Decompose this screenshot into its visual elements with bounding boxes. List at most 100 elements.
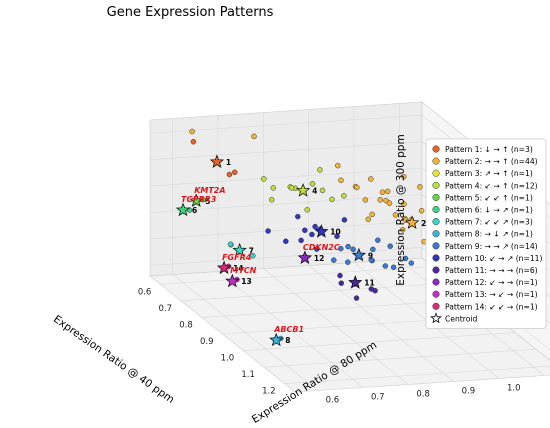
- x-gridline: [263, 348, 536, 368]
- data-point: [401, 201, 407, 207]
- data-point: [314, 246, 320, 252]
- data-point: [417, 184, 423, 190]
- z-axis-label: Expression Ratio @ 300 ppm: [395, 134, 407, 285]
- data-point: [341, 193, 347, 199]
- z-gridline: [149, 167, 423, 187]
- data-point: [418, 207, 425, 214]
- data-point: [345, 243, 351, 250]
- data-point: [370, 246, 376, 253]
- z-gridline: [149, 141, 423, 160]
- centroid-star: [297, 250, 313, 265]
- legend-entry: Pattern 9: → → ↗ (n=14): [445, 242, 538, 251]
- axis-ticks: 0.60.70.80.91.01.11.20.60.70.80.91.01.11…: [138, 287, 521, 406]
- legend-entry: Pattern 12: ↙ → → (n=1): [445, 278, 538, 287]
- legend-swatch: [432, 205, 440, 214]
- data-point: [288, 185, 295, 191]
- x-gridline: [160, 265, 433, 285]
- gene-annotation: MYCN: [230, 266, 256, 275]
- centroid-star: [404, 215, 420, 229]
- x-gridline: [284, 365, 550, 385]
- centroid-id-label: 14: [233, 264, 243, 273]
- data-point: [353, 295, 360, 301]
- data-point: [335, 162, 341, 169]
- legend-swatch: [432, 193, 440, 201]
- centroid-star: [209, 154, 225, 169]
- chart-title: Gene Expression Patterns: [107, 5, 274, 20]
- data-point: [382, 263, 389, 269]
- centroid-id-label: 6: [192, 206, 197, 215]
- data-point: [386, 200, 393, 206]
- x-tick-label: 0.9: [200, 337, 214, 347]
- data-point: [362, 197, 369, 203]
- legend-entry: Pattern 8: → ↓ ↗ (n=1): [445, 230, 533, 239]
- data-point: [261, 176, 267, 182]
- legend-swatch: [432, 218, 440, 226]
- centroid-id-label: 10: [330, 228, 340, 237]
- y-tick-label: 0.9: [462, 387, 476, 397]
- legend-entry: Pattern 6: ↓ → ↗ (n=1): [445, 206, 533, 215]
- data-point: [408, 260, 415, 266]
- gene-annotation: CDKN2C: [303, 243, 340, 252]
- legend: Pattern 1: ↓ → ↑ (n=3) Pattern 2: → → ↑ (…: [425, 138, 547, 329]
- y-gridline: [217, 271, 364, 388]
- data-point: [309, 231, 315, 238]
- centroid-markers: 1234567891011121314: [175, 154, 501, 347]
- data-point: [350, 246, 356, 253]
- data-point: [338, 280, 345, 286]
- centroid-id-label: 5: [205, 197, 210, 206]
- legend-centroid-swatch: [430, 312, 442, 324]
- legend-swatch: [432, 169, 440, 177]
- legend-swatch: [432, 278, 440, 286]
- data-point: [375, 237, 381, 243]
- legend-entry-centroid: Centroid: [445, 314, 477, 323]
- data-point: [401, 173, 407, 180]
- z-gridline: [149, 194, 423, 213]
- legend-entry: Pattern 1: ↓ → ↑ (n=3): [445, 145, 533, 154]
- data-point: [295, 213, 301, 220]
- data-point: [226, 171, 233, 178]
- centroid-id-label: 11: [364, 279, 374, 288]
- data-point: [390, 264, 397, 271]
- centroid-id-label: 7: [249, 246, 254, 255]
- data-point: [392, 212, 399, 218]
- y-gridline: [172, 274, 318, 391]
- data-point: [369, 211, 375, 218]
- gene-annotation: FGFR4: [222, 253, 252, 262]
- centroid-star: [225, 273, 240, 288]
- centroid-id-label: 1: [226, 158, 231, 167]
- x-tick-label: 0.8: [179, 320, 193, 330]
- data-point: [368, 176, 374, 182]
- legend-entry: Pattern 13: → ↙ → (n=1): [445, 290, 538, 299]
- legend-entry: Pattern 3: ↗ → ↑ (n=1): [445, 169, 533, 178]
- y-tick-label: 0.6: [326, 396, 340, 406]
- data-point: [338, 177, 344, 184]
- y-tick-label: 1.0: [507, 384, 521, 394]
- data-point: [402, 255, 409, 262]
- legend-swatch: [432, 145, 440, 153]
- legend-entry: Pattern 11: → → → (n=6): [445, 266, 538, 275]
- centroid-star: [269, 332, 284, 347]
- data-point: [298, 237, 304, 244]
- legend-swatch: [432, 290, 440, 298]
- data-point: [337, 272, 343, 279]
- legend-entry: Pattern 4: ↙ → ↑ (n=12): [445, 181, 538, 190]
- legend-swatch: [432, 230, 440, 238]
- x-tick-label: 0.6: [138, 287, 152, 297]
- data-point: [250, 252, 256, 259]
- data-point: [341, 217, 348, 223]
- centroid-id-label: 12: [314, 254, 324, 263]
- data-point: [368, 257, 375, 263]
- data-point: [331, 257, 337, 263]
- data-point: [387, 243, 393, 249]
- data-point: [270, 185, 277, 191]
- x-tick-label: 0.7: [159, 304, 173, 314]
- data-point: [345, 259, 351, 265]
- legend-swatch: [432, 181, 440, 189]
- centroid-id-label: 2: [421, 219, 426, 228]
- centroid-star: [216, 260, 232, 274]
- legend-entry: Pattern 2: → → ↑ (n=44): [445, 157, 538, 166]
- legend-entry: Pattern 10: ↙ → ↗ (n=11): [445, 254, 542, 263]
- gene-annotation: TGFBR3: [181, 195, 217, 204]
- z-gridline: [149, 114, 423, 134]
